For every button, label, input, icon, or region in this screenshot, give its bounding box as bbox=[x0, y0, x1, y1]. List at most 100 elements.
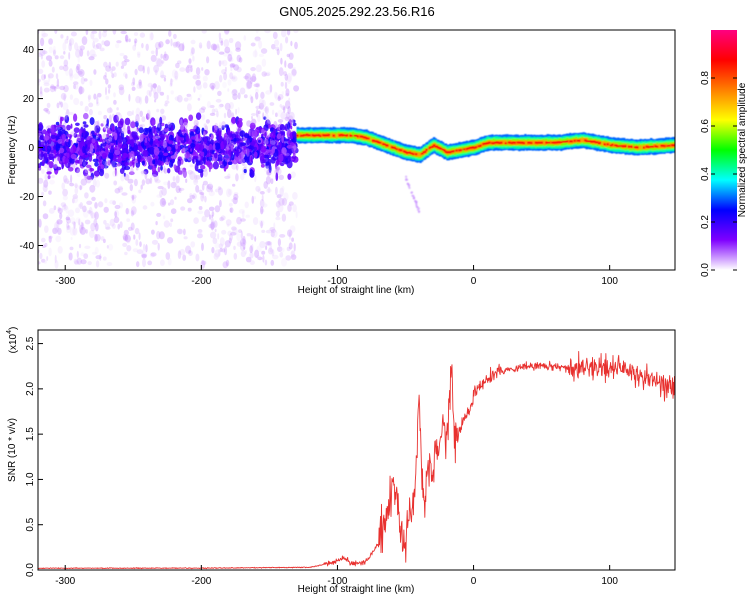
noise-blob bbox=[41, 60, 46, 68]
noise-blob bbox=[80, 178, 88, 186]
noise-blob bbox=[82, 205, 87, 213]
noise-blob bbox=[227, 109, 232, 119]
noise-blob bbox=[115, 164, 118, 168]
track-cell bbox=[479, 144, 482, 147]
noise-blob bbox=[43, 82, 50, 87]
noise-blob bbox=[230, 66, 233, 72]
track-cell bbox=[642, 146, 645, 149]
noise-blob bbox=[269, 243, 273, 253]
noise-blob bbox=[295, 211, 298, 219]
noise-blob bbox=[161, 200, 167, 206]
noise-blob bbox=[293, 85, 300, 92]
noise-blob bbox=[82, 145, 86, 154]
noise-blob bbox=[285, 255, 292, 261]
noise-blob bbox=[75, 217, 82, 224]
noise-blob bbox=[46, 102, 51, 108]
noise-blob bbox=[144, 171, 148, 180]
noise-blob bbox=[262, 112, 265, 120]
colorbar-tick-label: 0.6 bbox=[700, 119, 711, 133]
noise-blob bbox=[55, 143, 61, 151]
noise-blob bbox=[154, 179, 161, 184]
noise-blob bbox=[153, 87, 157, 95]
noise-blob bbox=[233, 252, 238, 260]
noise-blob bbox=[271, 109, 275, 115]
noise-blob bbox=[257, 114, 261, 123]
track-streak-dot bbox=[414, 199, 417, 203]
noise-blob bbox=[114, 132, 118, 141]
noise-blob bbox=[102, 133, 108, 142]
noise-blob bbox=[253, 83, 260, 88]
noise-blob bbox=[237, 107, 240, 114]
noise-blob bbox=[177, 250, 182, 259]
noise-blob bbox=[69, 246, 74, 251]
noise-blob bbox=[100, 236, 105, 241]
noise-blob bbox=[251, 115, 253, 120]
noise-blob bbox=[69, 38, 75, 46]
noise-blob bbox=[74, 42, 79, 51]
spectrogram-content bbox=[38, 30, 675, 269]
noise-blob bbox=[279, 104, 283, 108]
noise-blob bbox=[57, 207, 63, 214]
noise-blob bbox=[235, 148, 240, 157]
noise-blob bbox=[167, 140, 174, 145]
noise-blob bbox=[227, 173, 231, 179]
noise-blob bbox=[277, 246, 283, 253]
noise-blob bbox=[245, 214, 250, 218]
noise-blob bbox=[182, 122, 189, 128]
noise-blob bbox=[43, 107, 49, 112]
noise-blob bbox=[270, 259, 275, 266]
noise-blob bbox=[258, 40, 263, 49]
noise-blob bbox=[61, 204, 68, 211]
noise-blob bbox=[264, 106, 270, 115]
noise-blob bbox=[175, 62, 180, 69]
noise-blob bbox=[127, 129, 131, 135]
noise-blob bbox=[262, 159, 266, 164]
noise-blob bbox=[74, 182, 78, 188]
noise-blob bbox=[195, 174, 201, 180]
noise-blob bbox=[182, 254, 187, 261]
noise-blob bbox=[199, 94, 202, 98]
noise-blob bbox=[233, 138, 237, 142]
noise-blob bbox=[262, 202, 267, 208]
noise-blob bbox=[275, 201, 281, 208]
noise-blob bbox=[229, 63, 236, 68]
track-cell bbox=[522, 142, 526, 145]
noise-blob bbox=[110, 145, 114, 153]
track-cell bbox=[655, 145, 659, 148]
noise-blob bbox=[214, 242, 220, 249]
noise-blob bbox=[195, 112, 202, 120]
noise-blob bbox=[276, 193, 283, 198]
noise-blob bbox=[246, 80, 253, 89]
noise-blob bbox=[55, 121, 60, 126]
noise-blob bbox=[78, 85, 83, 95]
noise-blob bbox=[54, 30, 58, 34]
noise-blob bbox=[175, 150, 178, 157]
noise-blob bbox=[70, 174, 73, 183]
track-cell bbox=[651, 145, 654, 148]
noise-blob bbox=[40, 37, 45, 47]
noise-blob bbox=[230, 64, 233, 69]
noise-blob bbox=[167, 237, 174, 244]
noise-blob bbox=[56, 102, 60, 109]
noise-blob bbox=[79, 226, 86, 235]
noise-blob bbox=[213, 220, 218, 228]
noise-blob bbox=[92, 251, 97, 255]
noise-blob bbox=[93, 170, 100, 177]
track-cell bbox=[663, 144, 666, 148]
noise-blob bbox=[233, 64, 240, 71]
noise-blob bbox=[203, 123, 207, 128]
noise-blob bbox=[78, 243, 82, 249]
noise-blob bbox=[225, 219, 232, 226]
noise-blob bbox=[238, 158, 246, 164]
noise-blob bbox=[67, 111, 74, 115]
noise-blob bbox=[38, 177, 44, 184]
noise-blob bbox=[265, 71, 271, 77]
noise-blob bbox=[69, 227, 76, 236]
noise-blob bbox=[218, 32, 222, 40]
noise-blob bbox=[38, 68, 44, 74]
noise-blob bbox=[218, 248, 221, 257]
noise-blob bbox=[278, 197, 285, 206]
track-cell bbox=[667, 144, 671, 147]
noise-blob bbox=[43, 74, 47, 79]
